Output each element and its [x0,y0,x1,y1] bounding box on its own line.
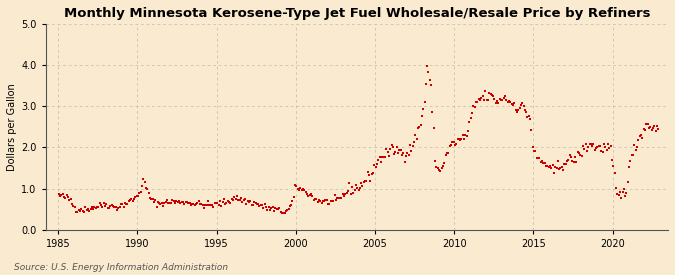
Text: Source: U.S. Energy Information Administration: Source: U.S. Energy Information Administ… [14,263,227,272]
Y-axis label: Dollars per Gallon: Dollars per Gallon [7,83,17,171]
Title: Monthly Minnesota Kerosene-Type Jet Fuel Wholesale/Resale Price by Refiners: Monthly Minnesota Kerosene-Type Jet Fuel… [63,7,650,20]
